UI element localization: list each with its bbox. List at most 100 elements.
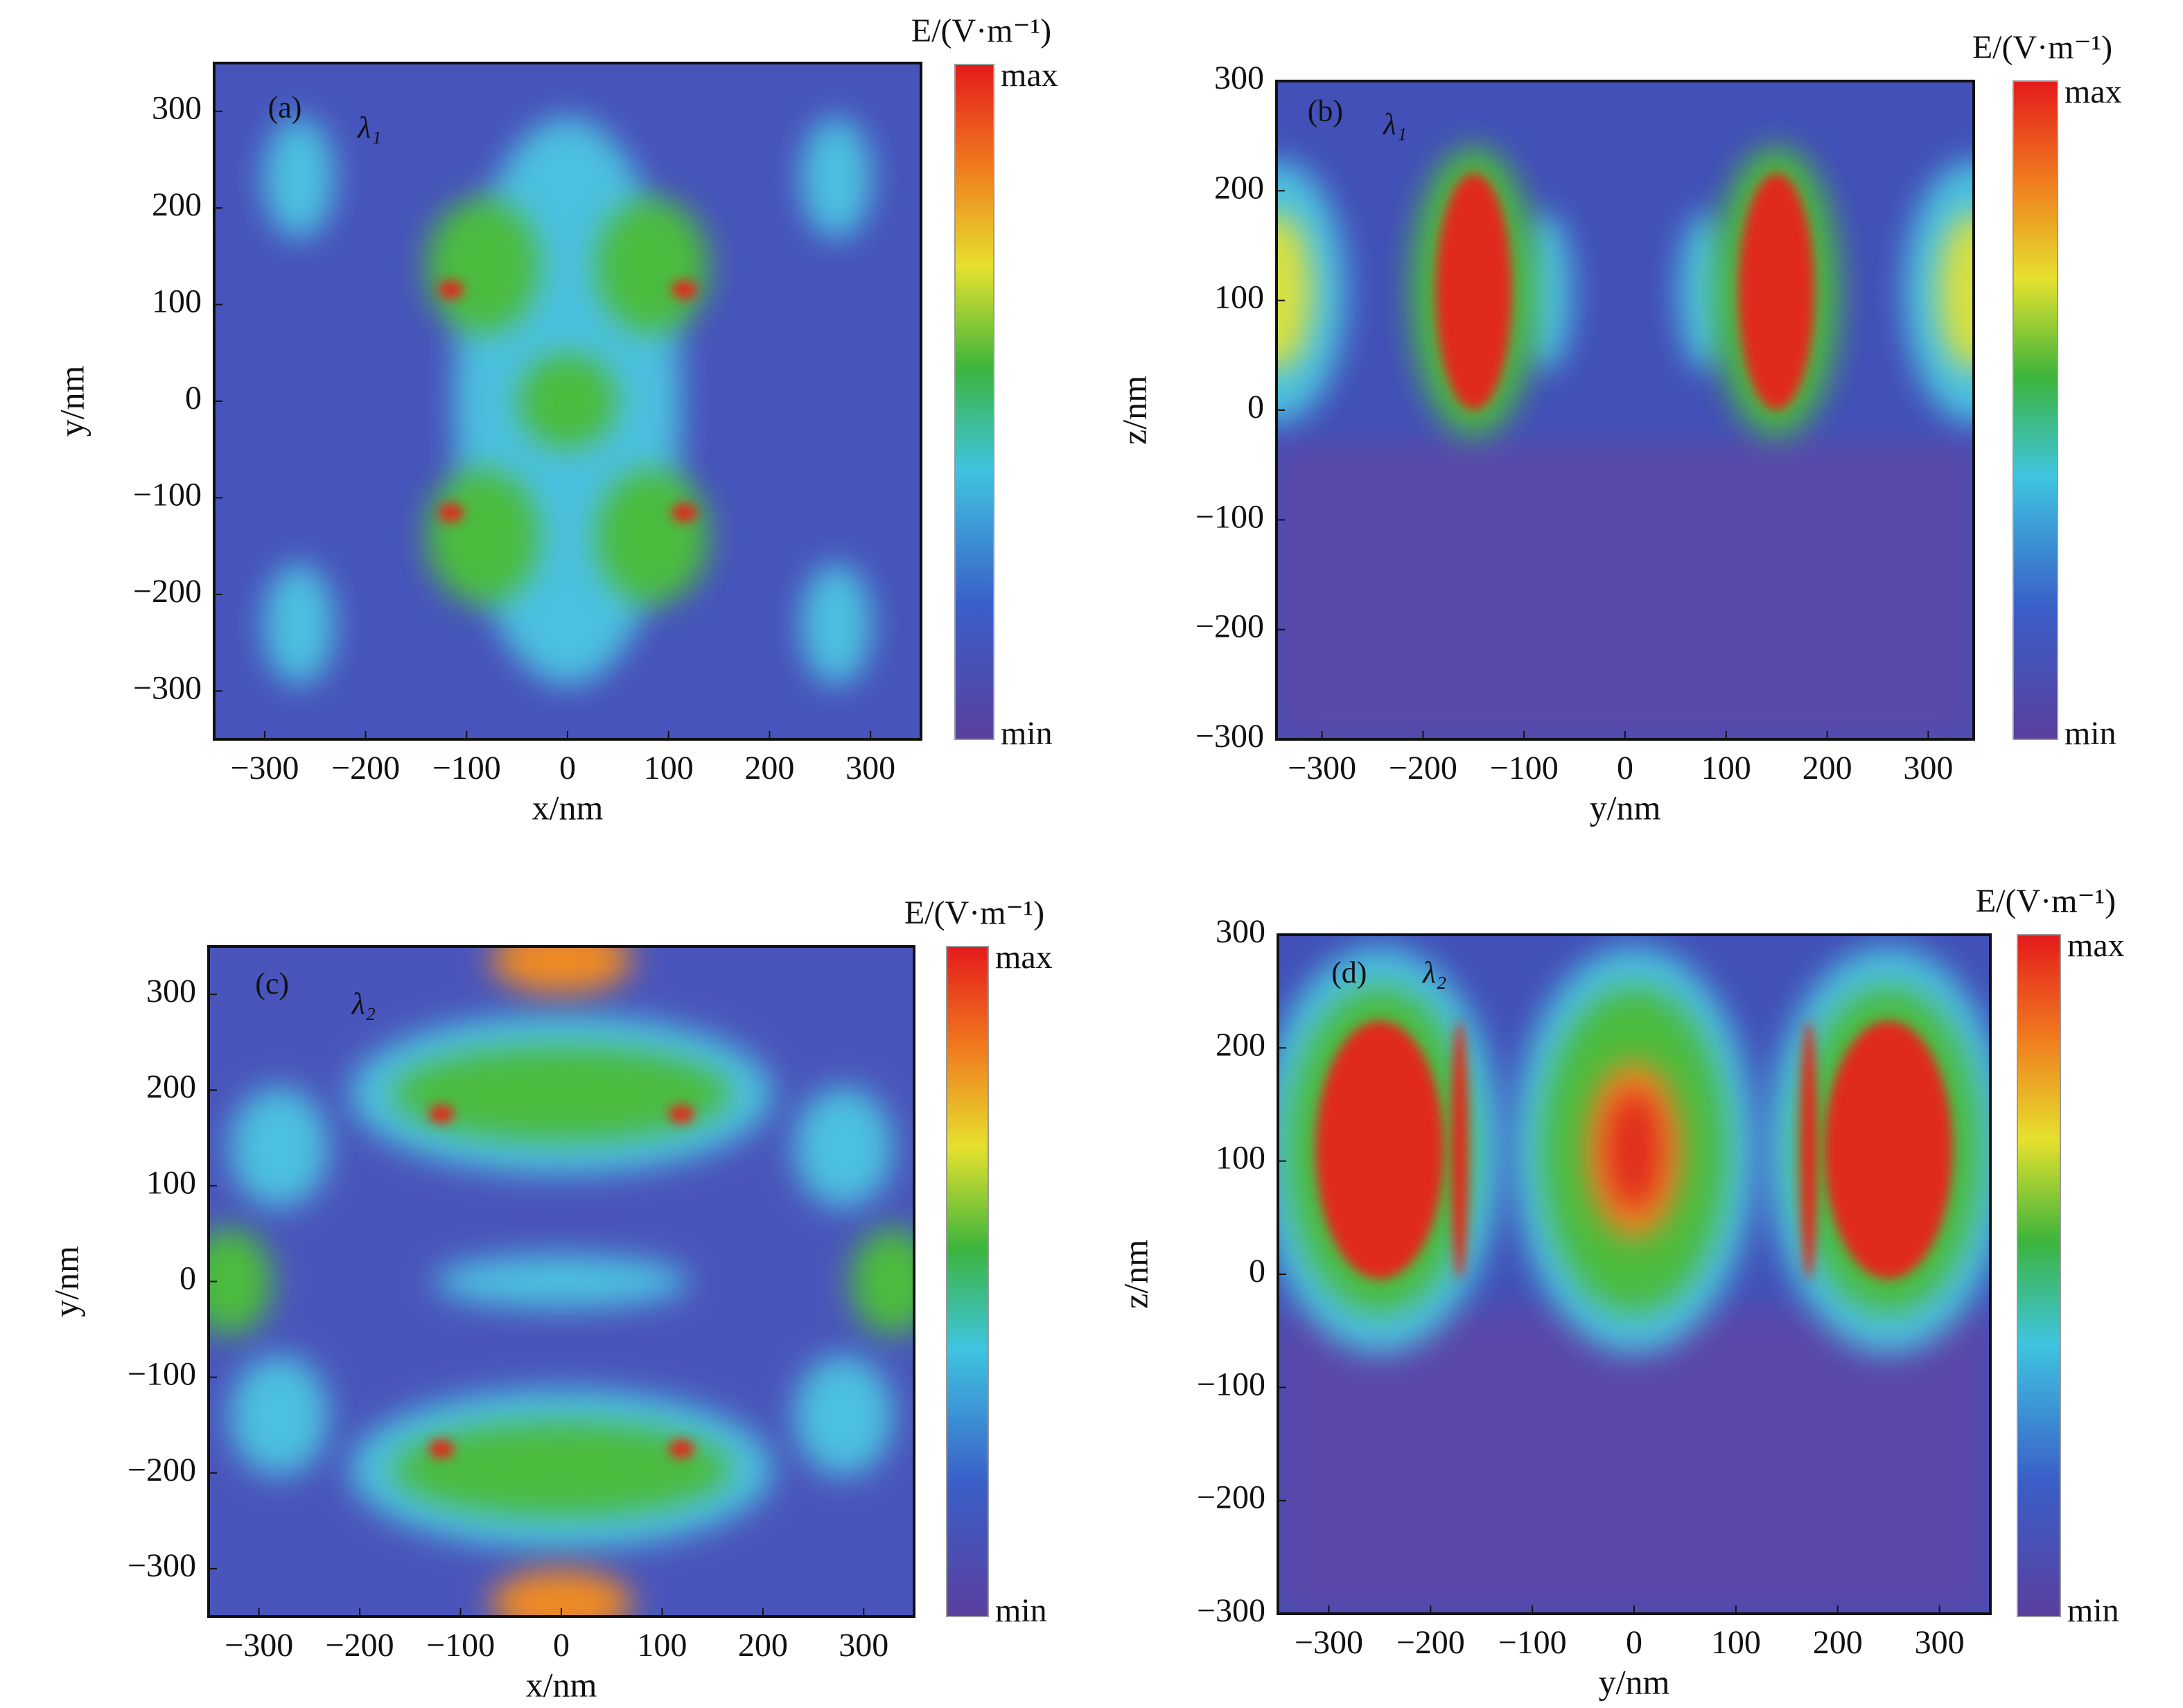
y-tick-label: −100 (133, 476, 202, 513)
y-tick-label: 300 (1214, 60, 1264, 96)
y-tick-label: −300 (1197, 1592, 1265, 1629)
x-axis-label: x/nm (526, 1665, 597, 1704)
y-tick-label: −200 (133, 573, 202, 610)
colorbar-min: min (1001, 715, 1053, 752)
field-blob (800, 117, 872, 239)
y-tick-label: −100 (1195, 498, 1264, 535)
x-tick-label: −300 (230, 750, 299, 786)
field-blob (668, 1439, 694, 1459)
y-tick-label: −100 (1197, 1366, 1265, 1402)
x-tick-label: 100 (1711, 1624, 1761, 1661)
field (209, 947, 914, 1617)
field-blob (491, 947, 632, 994)
colorbar (2013, 80, 2058, 740)
colorbar-min: min (2064, 715, 2116, 752)
y-tick-label: −300 (1195, 718, 1264, 755)
x-axis-label: y/nm (1599, 1662, 1670, 1701)
field-blob (426, 468, 540, 604)
x-tick-label: 300 (845, 750, 895, 786)
y-tick-label: −200 (1195, 608, 1264, 645)
field (1278, 935, 1990, 1614)
field-blob (1938, 213, 1974, 371)
field-blob (794, 1087, 893, 1208)
colorbar-max: max (995, 939, 1053, 976)
annotation: λ₁ (356, 111, 381, 145)
panel: −300 −200 −100 0 100 200 300 −300 −200 −100 0 100 20… (1116, 883, 2124, 1701)
x-tick-label: 100 (644, 750, 694, 786)
x-tick-label: −100 (432, 750, 501, 786)
x-tick-label: 0 (1617, 750, 1633, 786)
colorbar (954, 64, 994, 740)
x-tick-label: −100 (1498, 1624, 1567, 1661)
x-axis-label: y/nm (1590, 788, 1661, 827)
x-axis-label: x/nm (532, 788, 604, 827)
field-blob (434, 1254, 689, 1309)
field-blob (794, 1355, 893, 1476)
field-blob (671, 503, 697, 522)
x-tick-label: 300 (839, 1627, 888, 1664)
field (214, 63, 921, 739)
panel: −300 −200 −100 0 100 200 300 −300 −200 −100 0 100 20… (46, 895, 1052, 1704)
colorbar-label: E/(V·m⁻¹) (904, 895, 1044, 931)
panel-label: (b) (1308, 94, 1343, 128)
colorbar-label: E/(V·m⁻¹) (911, 12, 1051, 49)
field-blob (263, 117, 335, 239)
y-tick-label: 0 (179, 1260, 196, 1297)
x-tick-label: 0 (559, 750, 576, 786)
y-tick-label: 0 (1247, 389, 1264, 425)
field-blob (1737, 173, 1815, 410)
field-blob (428, 1104, 455, 1124)
annotation: λ₂ (351, 987, 376, 1021)
field (1277, 81, 1974, 739)
x-tick-label: 200 (1803, 750, 1852, 786)
x-tick-label: 300 (1903, 750, 1953, 786)
x-tick-label: 100 (637, 1627, 687, 1664)
field-blob (392, 1047, 731, 1141)
field-blob (1435, 173, 1513, 410)
field-blob (595, 468, 710, 604)
colorbar-min: min (995, 1592, 1047, 1629)
x-tick-label: 300 (1915, 1624, 1965, 1661)
y-axis-label: z/nm (1116, 1240, 1155, 1309)
panel: −300 −200 −100 0 100 200 300 −300 −200 −100 0 100 20… (1114, 29, 2121, 827)
y-tick-label: −100 (128, 1356, 196, 1393)
field-blob (1315, 1021, 1444, 1279)
field-blob (1277, 213, 1312, 371)
y-tick-label: 0 (1249, 1253, 1265, 1289)
annotation: λ₂ (1421, 956, 1446, 989)
y-tick-label: −200 (1197, 1479, 1265, 1516)
y-tick-label: 200 (1214, 169, 1264, 206)
colorbar (946, 946, 989, 1617)
x-tick-label: −300 (1288, 750, 1356, 786)
y-tick-label: 100 (146, 1164, 196, 1201)
field-blob (263, 563, 335, 685)
field-blob (229, 1087, 329, 1208)
y-tick-label: 100 (1214, 279, 1264, 316)
x-tick-label: −200 (331, 750, 400, 786)
field-blob (595, 198, 710, 334)
y-axis-label: y/nm (52, 366, 91, 437)
x-tick-label: −300 (1295, 1624, 1363, 1661)
annotation: λ₁ (1382, 107, 1407, 141)
y-tick-label: 0 (185, 380, 202, 416)
x-tick-label: −200 (1396, 1624, 1465, 1661)
x-tick-label: −200 (326, 1627, 394, 1664)
field-blob (668, 1104, 694, 1124)
field-blob (1824, 1021, 1953, 1279)
field-blob (438, 280, 464, 299)
field-background (1278, 1308, 1990, 1614)
field-blob (1450, 1021, 1469, 1279)
x-tick-label: −200 (1389, 750, 1457, 786)
field-blob (438, 503, 464, 522)
colorbar-max: max (2067, 927, 2125, 964)
x-tick-label: −300 (225, 1627, 293, 1664)
y-axis-label: y/nm (46, 1246, 85, 1317)
panel-label: (a) (268, 90, 302, 124)
field-blob (800, 563, 872, 685)
field-blob (1800, 1021, 1818, 1279)
panel: −300 −200 −100 0 100 200 300 −300 −200 −100 0 100 20… (52, 12, 1058, 827)
y-tick-label: −300 (128, 1547, 196, 1584)
field-blob (392, 1422, 731, 1516)
field-blob (1605, 1089, 1663, 1211)
